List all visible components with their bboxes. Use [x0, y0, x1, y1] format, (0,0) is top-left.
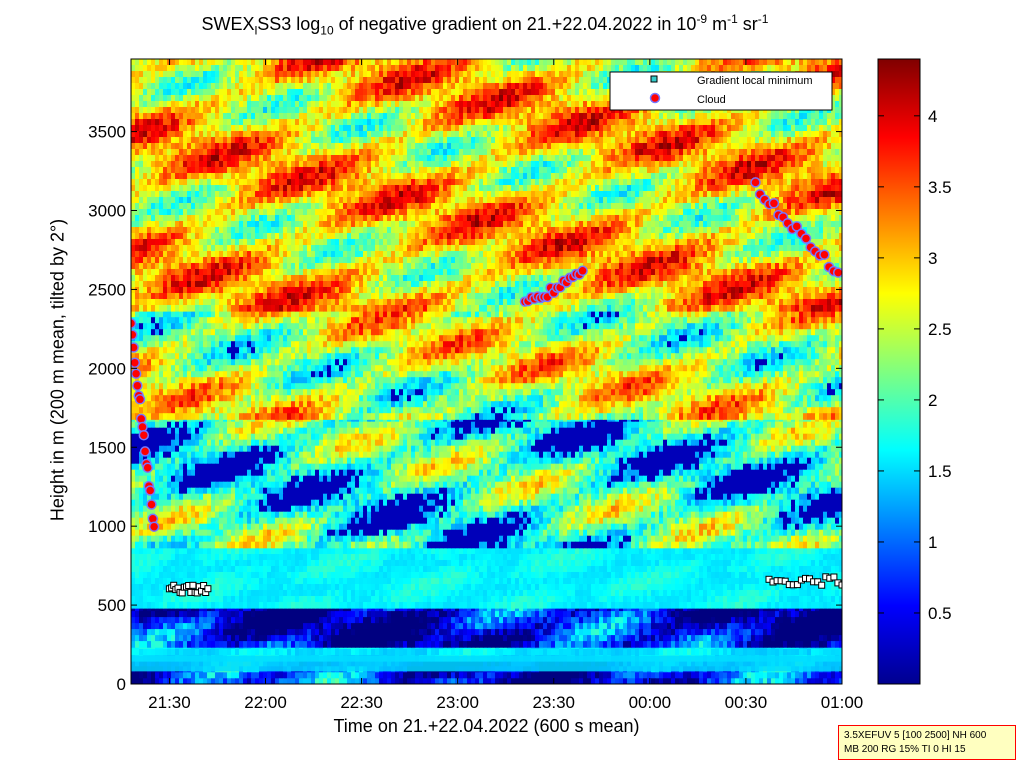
x-tick-label: 00:00 — [629, 693, 672, 712]
legend-marker-gradient-minimum — [650, 75, 658, 83]
cloud-marker — [132, 380, 143, 391]
colorbar-tick-label: 1 — [928, 533, 937, 552]
cloud-marker — [832, 267, 842, 278]
x-tick-label: 01:00 — [821, 693, 864, 712]
settings-line-2: MB 200 RG 15% TI 0 HI 15 — [844, 744, 966, 755]
y-axis-label: Height in m (200 m mean, tilted by 2°) — [47, 218, 68, 522]
y-tick-label: 2500 — [88, 280, 126, 299]
legend-label-gradient-minimum: Gradient local minimum — [697, 75, 813, 87]
y-tick-label: 0 — [117, 675, 126, 694]
legend: Gradient local minimum Cloud — [609, 71, 833, 111]
colorbar — [877, 58, 921, 685]
cloud-marker — [139, 446, 151, 457]
colorbar-tick-label: 2.5 — [928, 320, 952, 339]
settings-line-1: 3.5XEFUV 5 [100 2500] NH 600 — [844, 730, 987, 741]
cloud-marker — [750, 177, 761, 188]
gradient-minimum-marker — [178, 589, 186, 597]
colorbar-tick-label: 0.5 — [928, 604, 952, 623]
cloud-marker — [131, 368, 142, 379]
cloud-marker — [134, 394, 146, 405]
cloud-marker — [791, 221, 803, 232]
x-tick-label: 22:00 — [244, 693, 287, 712]
cloud-marker — [131, 342, 139, 353]
colorbar-tick-label: 1.5 — [928, 462, 952, 481]
x-tick-label: 00:30 — [725, 693, 768, 712]
y-tick-label: 500 — [98, 596, 126, 615]
y-tick-label: 3000 — [88, 202, 126, 221]
cloud-marker — [148, 521, 160, 532]
y-tick-label: 1500 — [88, 438, 126, 457]
gradient-minimum-marker — [818, 581, 826, 589]
legend-label-cloud: Cloud — [697, 94, 726, 106]
x-tick-label: 22:30 — [340, 693, 383, 712]
cloud-marker — [131, 318, 137, 329]
cloud-marker — [142, 462, 153, 473]
gradient-minimum-marker — [189, 581, 197, 589]
cloud-marker — [800, 233, 812, 244]
colorbar-tick-label: 4 — [928, 107, 937, 126]
x-tick-label: 21:30 — [148, 693, 191, 712]
y-tick-label: 2000 — [88, 359, 126, 378]
cloud-marker — [577, 265, 588, 277]
surface-layer — [131, 655, 842, 672]
cloud-marker — [144, 485, 156, 496]
gradient-minimum-marker — [793, 581, 801, 589]
cloud-marker — [146, 499, 157, 510]
cloud-marker — [768, 198, 780, 209]
colorbar-tick-label: 3.5 — [928, 178, 952, 197]
y-tick-label: 3500 — [88, 123, 126, 142]
plot-frame — [130, 58, 843, 685]
legend-marker-cloud — [649, 92, 661, 104]
gradient-minimum-marker — [204, 585, 212, 593]
settings-box: 3.5XEFUV 5 [100 2500] NH 600 MB 200 RG 1… — [838, 725, 1016, 760]
cloud-marker — [131, 329, 138, 341]
colorbar-tick-label: 2 — [928, 391, 937, 410]
chart-title: SWEXlSS3 log10 of negative gradient on 2… — [201, 12, 769, 38]
cloud-marker — [819, 249, 830, 260]
y-tick-label: 1000 — [88, 517, 126, 536]
colorbar-tick-label: 3 — [928, 249, 937, 268]
gradient-minimum-marker — [838, 581, 842, 589]
cloud-marker — [131, 357, 141, 368]
gradient-minimum-marker — [830, 573, 838, 581]
x-tick-label: 23:00 — [436, 693, 479, 712]
x-tick-label: 23:30 — [532, 693, 575, 712]
cloud-marker — [138, 429, 150, 441]
x-axis-label: Time on 21.+22.04.2022 (600 s mean) — [333, 716, 640, 736]
